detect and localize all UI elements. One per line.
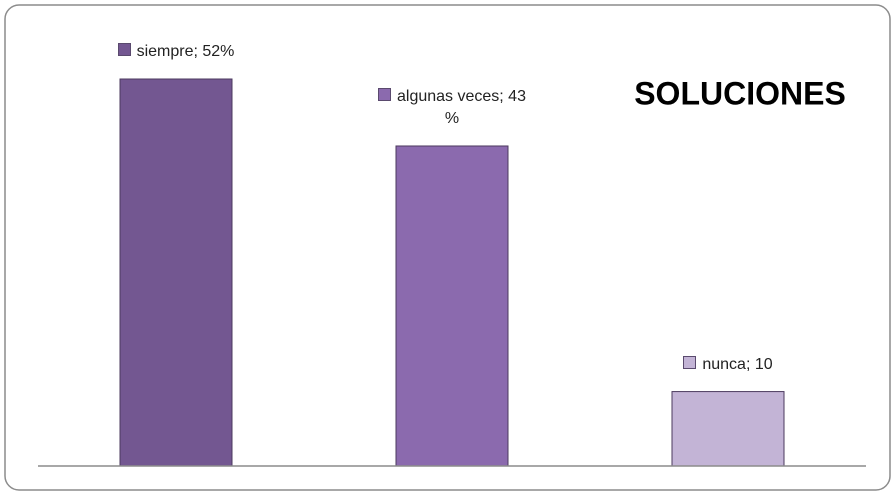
data-label-text: algunas veces; 43 % xyxy=(397,87,526,127)
data-label-text: nunca; 10 xyxy=(702,355,773,373)
data-label: algunas veces; 43 % xyxy=(370,86,535,130)
bar xyxy=(119,78,233,467)
label-key xyxy=(378,87,391,101)
data-label: nunca; 10 xyxy=(646,354,811,376)
chart-title: SOLUCIONES xyxy=(634,75,846,111)
label-key xyxy=(683,355,697,369)
bar xyxy=(671,391,785,467)
data-label: siempre; 52% xyxy=(94,41,259,63)
data-label-text: siempre; 52% xyxy=(136,43,235,60)
label-key xyxy=(117,43,131,56)
bar xyxy=(395,145,509,467)
